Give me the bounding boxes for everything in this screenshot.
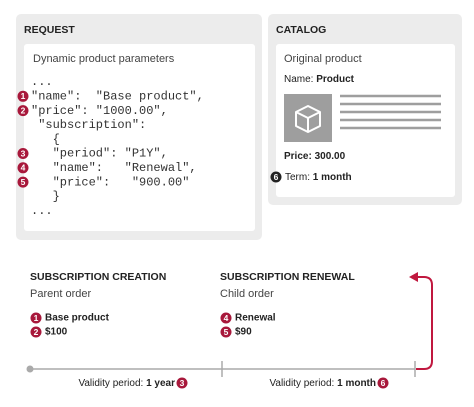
code-line: "subscription": bbox=[31, 118, 146, 132]
code-line: "price": "1000.00", bbox=[31, 104, 168, 118]
product-price: Price: 300.00 bbox=[284, 151, 346, 162]
code-line: ... bbox=[31, 75, 53, 89]
item-text: $100 bbox=[45, 327, 68, 338]
period-value: 1 month bbox=[337, 378, 376, 389]
badge bbox=[17, 148, 29, 159]
text-lines bbox=[340, 94, 441, 130]
renewal-subtitle: Child order bbox=[220, 288, 274, 300]
badge-number: 6 bbox=[274, 172, 279, 182]
product-title: Original product bbox=[284, 53, 362, 65]
item-text: Base product bbox=[45, 313, 110, 324]
name-value: Product bbox=[316, 74, 354, 85]
validity-period: Validity period: 1 year bbox=[78, 378, 175, 389]
badge-number: 2 bbox=[21, 105, 26, 115]
badge-number: 1 bbox=[34, 313, 39, 323]
period-value: 1 year bbox=[146, 378, 175, 389]
creation-title: SUBSCRIPTION CREATION bbox=[30, 271, 166, 283]
badge bbox=[17, 90, 29, 102]
badge-number: 5 bbox=[224, 327, 229, 337]
badge bbox=[17, 105, 29, 117]
badge bbox=[220, 312, 232, 324]
badge bbox=[17, 162, 29, 174]
request-title: REQUEST bbox=[24, 24, 75, 36]
item-text: $90 bbox=[235, 327, 252, 338]
badge bbox=[270, 171, 282, 183]
badge-number: 5 bbox=[21, 177, 26, 187]
badge-number: 3 bbox=[21, 148, 26, 158]
name-label: Name: bbox=[284, 74, 313, 85]
badge-number: 2 bbox=[34, 327, 39, 337]
product-term: Term: 1 month bbox=[285, 172, 352, 183]
item-text: Renewal bbox=[235, 313, 276, 324]
badge bbox=[176, 377, 188, 389]
code-line: "name": "Renewal", bbox=[31, 161, 197, 175]
request-box bbox=[24, 44, 255, 231]
badge-number: 3 bbox=[180, 378, 185, 388]
product-name: Name: Product bbox=[284, 74, 355, 85]
validity-period: Validity period: 1 month bbox=[269, 378, 376, 389]
code-line: } bbox=[31, 190, 60, 204]
request-subtitle: Dynamic product parameters bbox=[33, 53, 175, 65]
badge-number: 4 bbox=[21, 163, 26, 173]
period-label: Validity period: bbox=[78, 378, 143, 389]
badge-number: 6 bbox=[381, 378, 386, 388]
badge bbox=[30, 312, 42, 324]
timeline-start bbox=[26, 365, 34, 373]
term-value: 1 month bbox=[313, 172, 352, 183]
badge bbox=[377, 377, 389, 389]
badge bbox=[17, 176, 29, 188]
catalog-title: CATALOG bbox=[276, 24, 326, 36]
arrow-head bbox=[409, 272, 418, 282]
renewal-title: SUBSCRIPTION RENEWAL bbox=[220, 271, 355, 283]
cube-icon bbox=[295, 105, 321, 133]
renewal-arrow bbox=[416, 276, 433, 370]
badge-number: 1 bbox=[21, 91, 26, 101]
badge bbox=[220, 326, 232, 338]
term-label: Term: bbox=[285, 172, 310, 183]
code-line: { bbox=[31, 132, 60, 146]
price-value: 300.00 bbox=[315, 151, 346, 162]
code-line: ... bbox=[31, 204, 53, 218]
price-label: Price: bbox=[284, 151, 312, 162]
badge-number: 4 bbox=[224, 313, 229, 323]
code-line: "period": "P1Y", bbox=[31, 147, 168, 161]
code-line: "name": "Base product", bbox=[31, 89, 204, 103]
badge bbox=[30, 326, 42, 338]
creation-subtitle: Parent order bbox=[30, 288, 91, 300]
code-line: "price": "900.00" bbox=[31, 175, 189, 189]
period-label: Validity period: bbox=[269, 378, 334, 389]
